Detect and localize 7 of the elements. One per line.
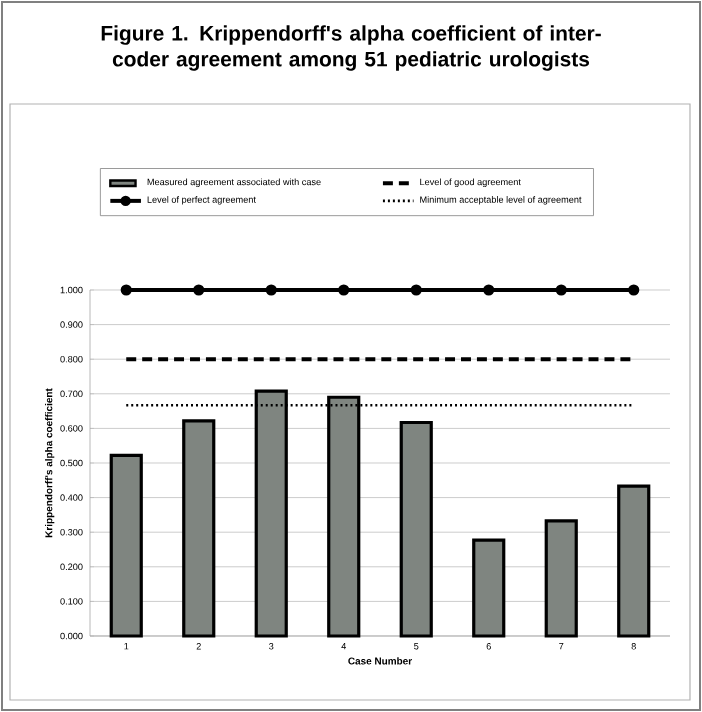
bar: [617, 484, 651, 638]
bar: [472, 538, 506, 638]
bar: [544, 519, 578, 638]
bar: [399, 420, 433, 638]
bar: [109, 453, 143, 638]
chart-title: Figure 1. Krippendorff's alpha coefficient of inter-coder agreement among 51 pediatric urologists: [101, 25, 601, 71]
bar: [182, 419, 216, 638]
